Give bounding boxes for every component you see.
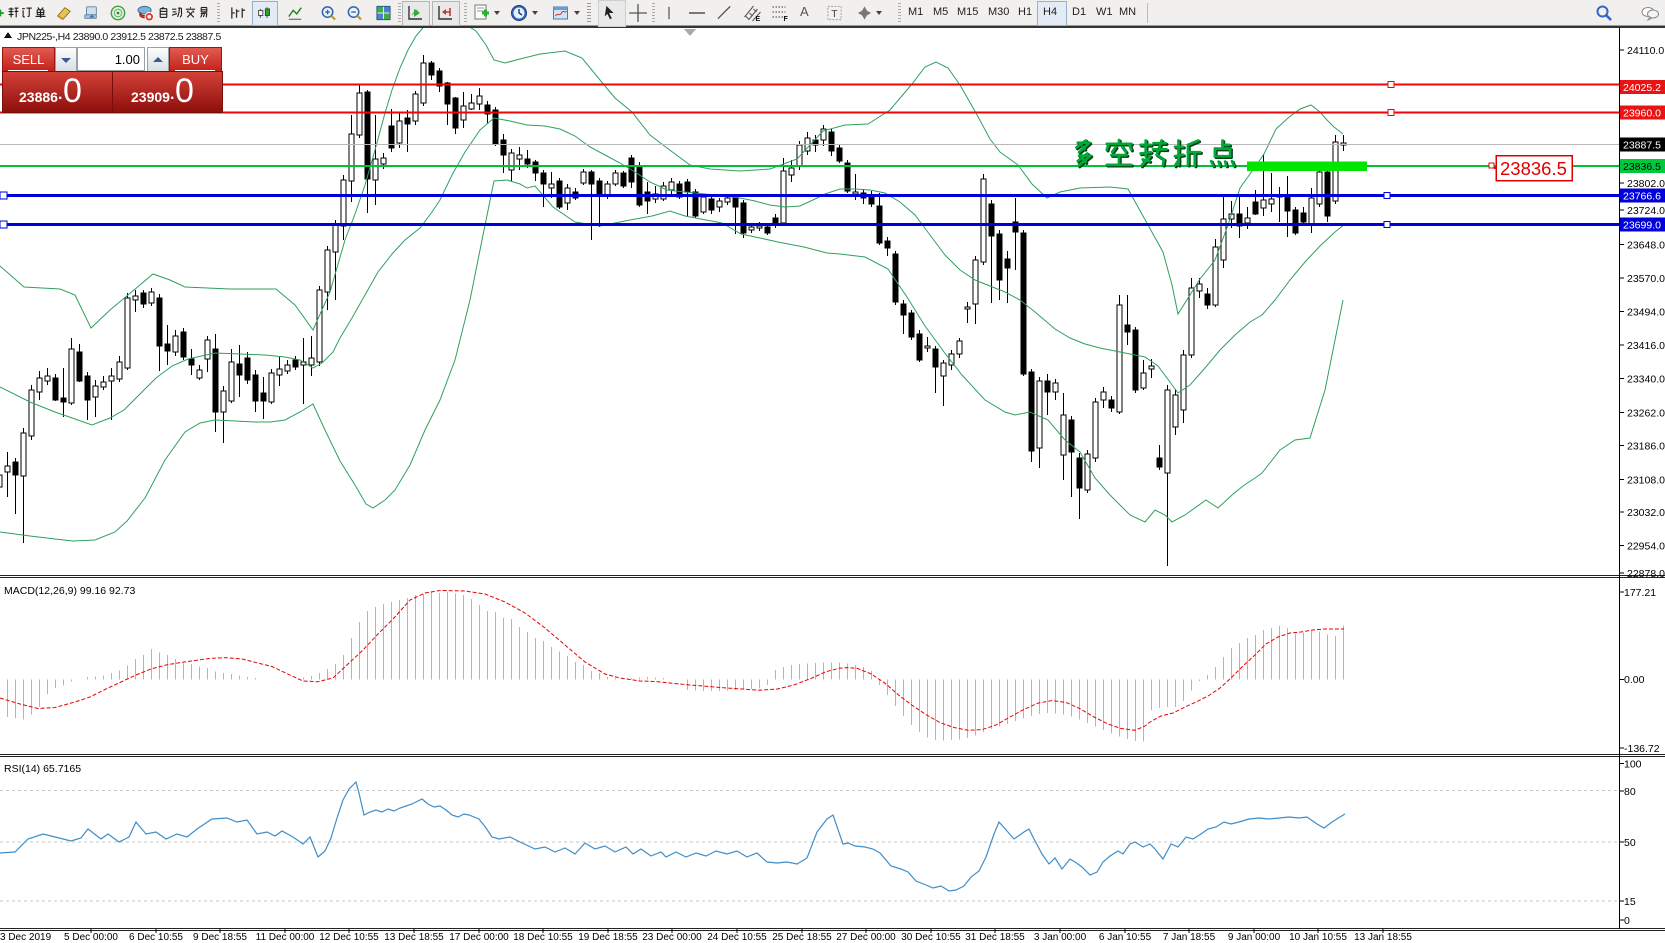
svg-text:23340.0: 23340.0 bbox=[1627, 374, 1665, 386]
svg-text:80: 80 bbox=[1624, 786, 1636, 798]
svg-text:25 Dec 18:55: 25 Dec 18:55 bbox=[772, 932, 832, 943]
svg-text:23262.0: 23262.0 bbox=[1627, 408, 1665, 420]
svg-text:15: 15 bbox=[1624, 896, 1636, 908]
svg-text:13 Dec 18:55: 13 Dec 18:55 bbox=[384, 932, 444, 943]
svg-text:-136.72: -136.72 bbox=[1624, 743, 1660, 755]
svg-text:9 Jan 00:00: 9 Jan 00:00 bbox=[1228, 932, 1281, 943]
svg-text:3 Jan 00:00: 3 Jan 00:00 bbox=[1034, 932, 1087, 943]
svg-text:11 Dec 00:00: 11 Dec 00:00 bbox=[256, 932, 315, 943]
svg-text:23887.5: 23887.5 bbox=[1623, 140, 1661, 152]
svg-text:0.00: 0.00 bbox=[1624, 674, 1645, 686]
svg-text:9 Dec 18:55: 9 Dec 18:55 bbox=[193, 932, 247, 943]
svg-text:17 Dec 00:00: 17 Dec 00:00 bbox=[449, 932, 509, 943]
svg-text:23836.5: 23836.5 bbox=[1623, 161, 1661, 173]
svg-text:5 Dec 00:00: 5 Dec 00:00 bbox=[64, 932, 118, 943]
svg-text:23416.0: 23416.0 bbox=[1627, 340, 1665, 352]
svg-text:22878.0: 22878.0 bbox=[1627, 568, 1665, 580]
svg-text:100: 100 bbox=[1624, 759, 1642, 771]
svg-text:JPN225-,H4 23890.0 23912.5 23: JPN225-,H4 23890.0 23912.5 23872.5 23887… bbox=[17, 31, 221, 43]
svg-text:19 Dec 18:55: 19 Dec 18:55 bbox=[578, 932, 638, 943]
svg-text:30 Dec 10:55: 30 Dec 10:55 bbox=[901, 932, 961, 943]
svg-text:RSI(14) 65.7165: RSI(14) 65.7165 bbox=[4, 763, 81, 775]
svg-text:F: F bbox=[784, 16, 789, 22]
svg-text:23108.0: 23108.0 bbox=[1627, 475, 1665, 487]
svg-text:0: 0 bbox=[1624, 915, 1630, 927]
svg-text:177.21: 177.21 bbox=[1624, 587, 1656, 599]
svg-text:6 Jan 10:55: 6 Jan 10:55 bbox=[1099, 932, 1152, 943]
svg-text:22954.0: 22954.0 bbox=[1627, 540, 1665, 552]
svg-text:7 Jan 18:55: 7 Jan 18:55 bbox=[1163, 932, 1216, 943]
svg-text:23766.6: 23766.6 bbox=[1623, 191, 1661, 203]
svg-text:23494.0: 23494.0 bbox=[1627, 307, 1665, 319]
svg-text:27 Dec 00:00: 27 Dec 00:00 bbox=[836, 932, 896, 943]
svg-text:23032.0: 23032.0 bbox=[1627, 507, 1665, 519]
svg-text:6 Dec 10:55: 6 Dec 10:55 bbox=[129, 932, 183, 943]
svg-text:23699.0: 23699.0 bbox=[1623, 220, 1661, 232]
svg-text:18 Dec 10:55: 18 Dec 10:55 bbox=[513, 932, 573, 943]
svg-text:50: 50 bbox=[1624, 837, 1636, 849]
svg-text:23836.5: 23836.5 bbox=[1500, 158, 1567, 179]
svg-text:24025.2: 24025.2 bbox=[1623, 82, 1661, 94]
svg-text:23802.0: 23802.0 bbox=[1627, 178, 1665, 190]
svg-text:3 Dec 2019: 3 Dec 2019 bbox=[0, 932, 52, 943]
svg-text:E: E bbox=[756, 16, 761, 22]
svg-text:MACD(12,26,9) 99.16 92.73: MACD(12,26,9) 99.16 92.73 bbox=[4, 585, 135, 597]
svg-text:23570.0: 23570.0 bbox=[1627, 273, 1665, 285]
svg-text:31 Dec 18:55: 31 Dec 18:55 bbox=[965, 932, 1025, 943]
svg-text:23 Dec 00:00: 23 Dec 00:00 bbox=[642, 932, 702, 943]
svg-text:10 Jan 10:55: 10 Jan 10:55 bbox=[1289, 932, 1347, 943]
svg-text:24110.0: 24110.0 bbox=[1627, 45, 1664, 57]
svg-text:23186.0: 23186.0 bbox=[1627, 441, 1665, 453]
svg-text:23960.0: 23960.0 bbox=[1623, 108, 1661, 120]
svg-text:13 Jan 18:55: 13 Jan 18:55 bbox=[1354, 932, 1412, 943]
svg-text:23648.0: 23648.0 bbox=[1627, 240, 1665, 252]
svg-text:T: T bbox=[831, 9, 838, 20]
svg-text:12 Dec 10:55: 12 Dec 10:55 bbox=[319, 932, 379, 943]
svg-text:24 Dec 10:55: 24 Dec 10:55 bbox=[707, 932, 767, 943]
svg-text:23724.0: 23724.0 bbox=[1627, 205, 1665, 217]
